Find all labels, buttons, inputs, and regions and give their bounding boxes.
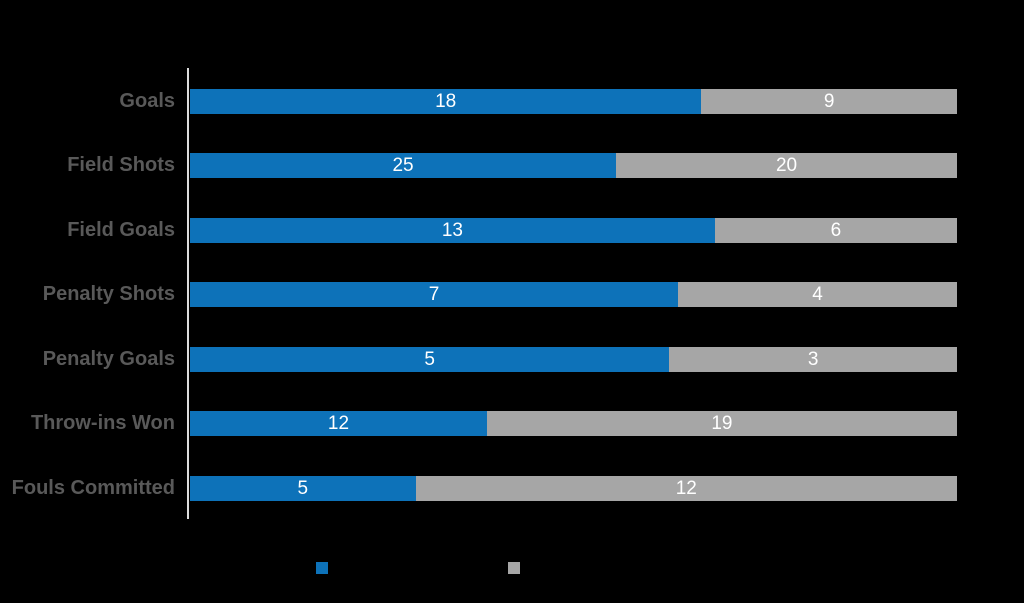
bar-segment-blue: 25	[190, 153, 617, 178]
value-label: 12	[327, 413, 350, 434]
bar-segment-blue: 7	[190, 282, 679, 307]
legend	[0, 562, 1024, 574]
bar-segment-gray: 3	[669, 347, 957, 372]
category-label: Field Goals	[67, 219, 175, 241]
value-label: 12	[675, 478, 697, 499]
bar-row: Goals 18 9	[0, 89, 1024, 114]
category-label: Penalty Shots	[42, 283, 175, 305]
legend-swatch-blue	[316, 562, 328, 574]
bar-segment-gray: 12	[415, 476, 957, 501]
bar-row: Fouls Committed 5 12	[0, 476, 1024, 501]
bar-row: Field Shots 25 20	[0, 153, 1024, 178]
bar-segment-gray: 20	[616, 153, 957, 178]
category-label: Penalty Goals	[42, 348, 175, 370]
bar-segment-blue: 12	[190, 411, 487, 436]
legend-swatch-gray	[508, 562, 520, 574]
category-label: Goals	[119, 90, 175, 112]
value-label: 5	[297, 478, 309, 499]
stacked-bar: 13 6	[190, 218, 957, 243]
value-label: 13	[441, 220, 463, 241]
bar-row: Penalty Shots 7 4	[0, 282, 1024, 307]
value-label: 19	[711, 413, 733, 434]
bar-segment-gray: 6	[714, 218, 957, 243]
bar-segment-blue: 18	[190, 89, 702, 114]
stacked-bar: 12 19	[190, 411, 957, 436]
bar-row: Field Goals 13 6	[0, 218, 1024, 243]
value-label: 7	[428, 284, 440, 305]
value-label: 6	[830, 220, 842, 241]
value-label: 3	[807, 349, 819, 370]
bar-row: Throw-ins Won 12 19	[0, 411, 1024, 436]
stacked-bar: 5 12	[190, 476, 957, 501]
value-label: 18	[435, 91, 457, 112]
category-label: Fouls Committed	[11, 477, 175, 499]
value-label: 9	[823, 91, 835, 112]
stacked-bar: 18 9	[190, 89, 957, 114]
bar-row: Penalty Goals 5 3	[0, 347, 1024, 372]
bar-segment-blue: 5	[190, 347, 670, 372]
category-label: Throw-ins Won	[30, 412, 175, 434]
value-label: 5	[424, 349, 435, 370]
value-label: 20	[775, 155, 798, 176]
bar-segment-gray: 19	[486, 411, 957, 436]
value-label: 25	[392, 155, 414, 176]
bar-segment-blue: 13	[190, 218, 715, 243]
bar-segment-blue: 5	[190, 476, 416, 501]
bar-segment-gray: 9	[701, 89, 957, 114]
category-label: Field Shots	[67, 154, 175, 176]
y-axis-line	[187, 68, 189, 519]
bar-segment-gray: 4	[678, 282, 957, 307]
stacked-bar: 25 20	[190, 153, 957, 178]
value-label: 4	[812, 284, 823, 305]
